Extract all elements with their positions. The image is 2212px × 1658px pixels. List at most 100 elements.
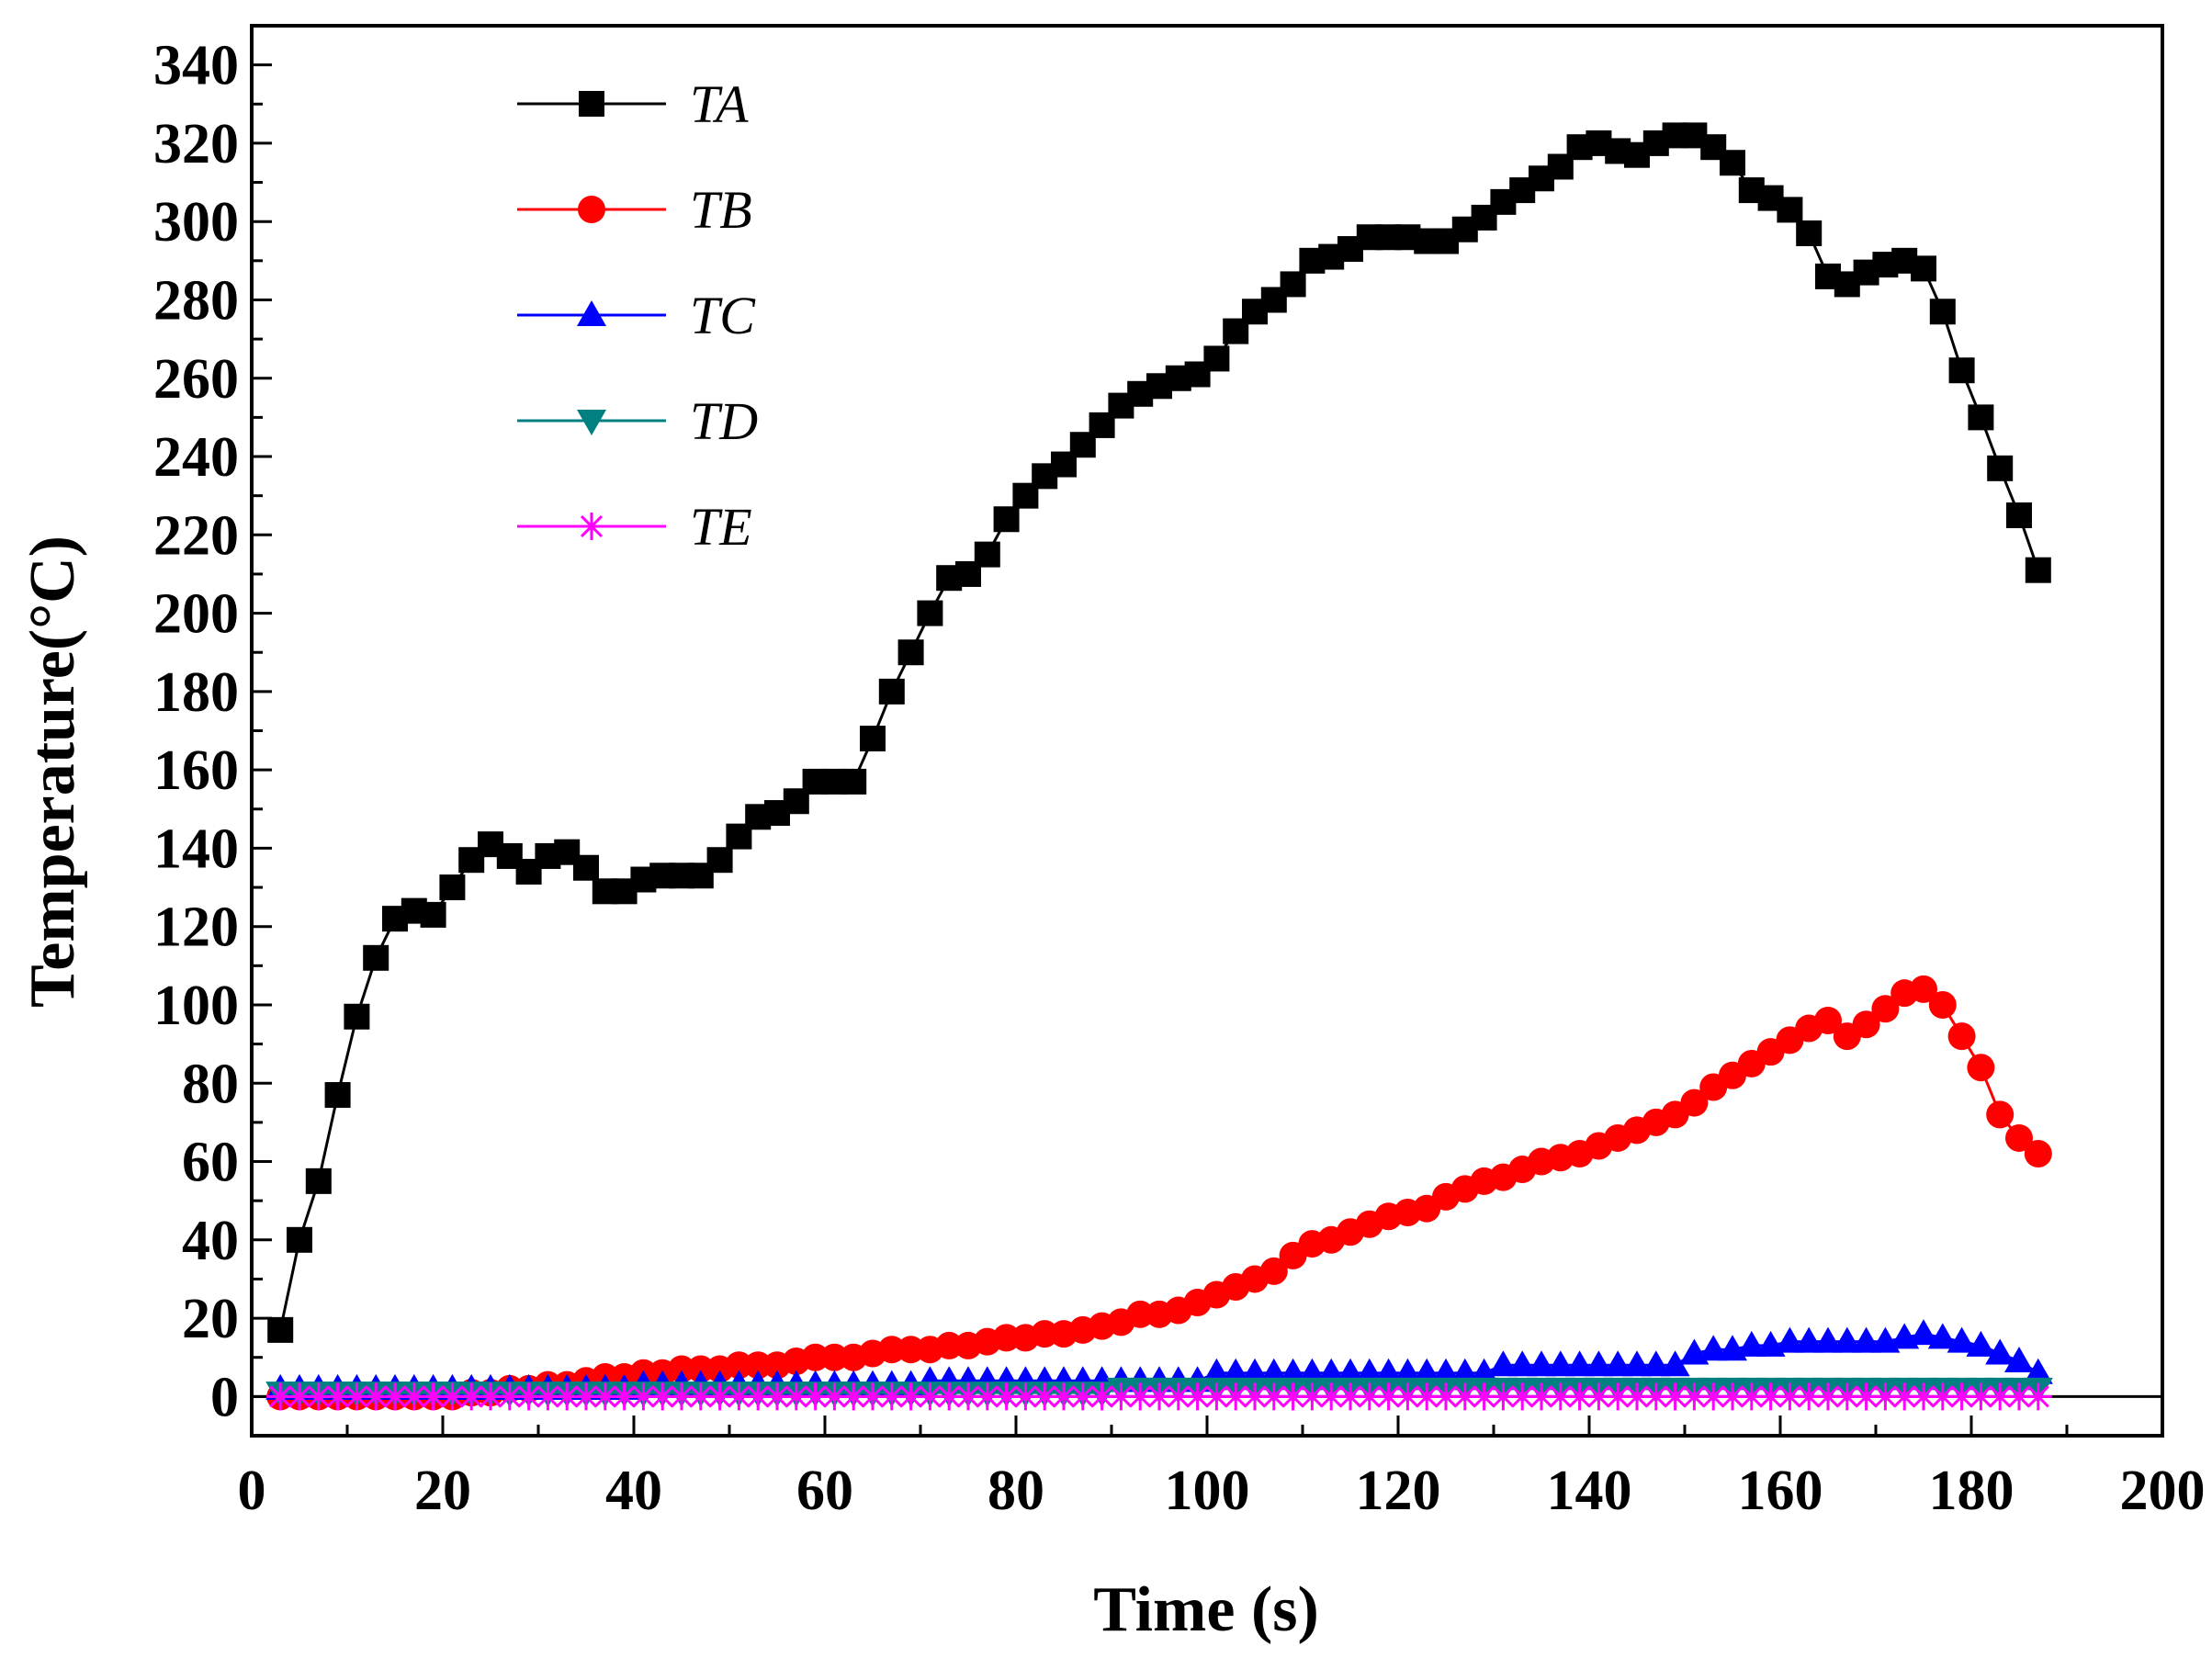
marker (1183, 1382, 1212, 1411)
marker (1929, 299, 1956, 325)
series-layer (265, 122, 2053, 1411)
marker (577, 300, 606, 326)
marker (1987, 455, 2014, 481)
marker (705, 1382, 734, 1411)
marker (1584, 1350, 1614, 1377)
marker (744, 1351, 773, 1380)
y-tick-label: 320 (153, 113, 239, 175)
marker (954, 1382, 982, 1411)
y-tick-label: 180 (153, 661, 239, 724)
marker (591, 1382, 619, 1411)
marker (439, 874, 466, 901)
marker (1775, 1326, 1805, 1353)
marker (1947, 1022, 1976, 1051)
marker (897, 1382, 925, 1411)
marker (1488, 1350, 1518, 1377)
marker (1031, 1320, 1059, 1348)
marker (725, 1382, 753, 1411)
marker (1794, 1326, 1824, 1353)
marker (860, 726, 886, 752)
marker (514, 1382, 543, 1411)
marker (629, 1382, 658, 1411)
legend-label: TD (690, 391, 758, 451)
marker (323, 1382, 352, 1411)
y-tick-label: 200 (153, 583, 239, 646)
marker (1642, 1382, 1670, 1411)
marker (1336, 1358, 1365, 1384)
y-tick-label: 280 (153, 269, 239, 332)
marker (1355, 1382, 1383, 1411)
marker (1279, 1382, 1307, 1411)
marker (266, 1382, 295, 1411)
x-tick-label: 180 (1929, 1460, 2014, 1522)
marker (1585, 1382, 1613, 1411)
marker (1373, 1358, 1404, 1384)
marker (1126, 1300, 1155, 1328)
marker (1947, 1382, 1976, 1411)
marker (1280, 271, 1306, 298)
marker (400, 1382, 428, 1411)
x-tick-label: 80 (988, 1460, 1044, 1522)
marker (1852, 1010, 1880, 1039)
marker (1068, 1382, 1097, 1411)
marker (1890, 1382, 1919, 1411)
marker (1546, 1382, 1574, 1411)
marker (1928, 990, 1957, 1019)
marker (992, 1324, 1021, 1352)
marker (534, 1382, 562, 1411)
marker (1720, 150, 1745, 176)
marker (1258, 1358, 1289, 1384)
marker (573, 854, 599, 881)
marker (1316, 1358, 1347, 1384)
marker (420, 901, 446, 928)
marker (1545, 1350, 1575, 1377)
marker (578, 196, 605, 223)
marker (1202, 1358, 1232, 1384)
marker (1776, 1382, 1804, 1411)
marker (286, 1382, 313, 1411)
marker (1947, 1326, 1977, 1353)
y-tick-label: 140 (153, 818, 239, 880)
plot-frame (250, 24, 2164, 1438)
marker (1851, 1326, 1881, 1353)
marker (610, 1382, 638, 1411)
marker (1910, 1382, 1937, 1411)
marker (1604, 1382, 1632, 1411)
marker (801, 1382, 830, 1411)
marker (362, 1382, 390, 1411)
marker (363, 944, 389, 971)
y-tick-label: 300 (153, 191, 239, 254)
marker (706, 847, 733, 874)
marker (935, 1382, 964, 1411)
marker (1928, 1382, 1957, 1411)
marker (1813, 1326, 1843, 1353)
marker (553, 1382, 581, 1411)
marker (1968, 404, 1994, 431)
x-tick-label: 60 (796, 1460, 853, 1522)
marker (917, 600, 943, 626)
marker (974, 541, 1000, 568)
marker (1622, 1350, 1652, 1377)
y-tick-label: 340 (153, 35, 239, 97)
marker (1164, 1382, 1192, 1411)
legend-label: TA (690, 74, 749, 134)
marker (1259, 1257, 1288, 1285)
x-axis-label: Time (s) (1093, 1574, 1319, 1645)
y-tick-label: 0 (210, 1366, 239, 1428)
marker (1394, 1382, 1422, 1411)
marker (1221, 1358, 1251, 1384)
legend-label: TB (690, 180, 752, 240)
marker (577, 410, 606, 435)
marker (1814, 1382, 1842, 1411)
marker (1680, 1088, 1709, 1117)
marker (1660, 1350, 1690, 1377)
marker (668, 1382, 695, 1411)
y-tick-label: 40 (182, 1210, 239, 1272)
marker (1852, 1382, 1880, 1411)
x-tick-label: 20 (414, 1460, 471, 1522)
marker (1528, 1382, 1555, 1411)
marker (267, 1316, 294, 1343)
marker (1986, 1382, 2014, 1411)
marker (2023, 1358, 2053, 1384)
marker (477, 1382, 504, 1411)
